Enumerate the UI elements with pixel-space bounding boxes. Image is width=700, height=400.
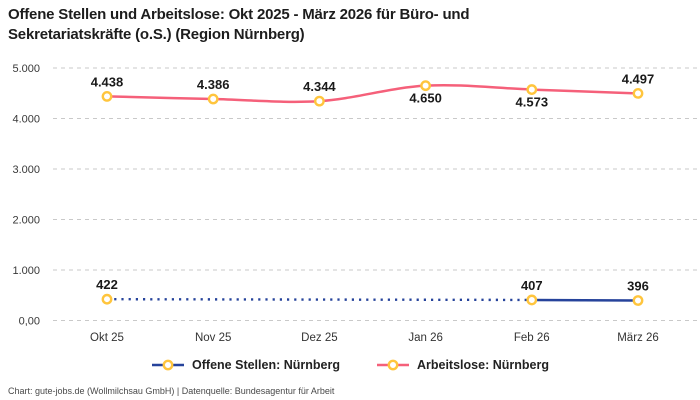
data-point-label: 4.438 [91,74,124,89]
data-point-marker [420,80,431,92]
data-point-label: 4.344 [303,79,336,94]
chart-title-line1: Offene Stellen und Arbeitslose: Okt 2025… [8,6,470,23]
legend-label-arbeitslose: Arbeitslose: Nürnberg [416,358,549,372]
data-point-marker [207,93,219,105]
legend-label-offene-stellen: Offene Stellen: Nürnberg [192,358,340,372]
legend-item-arbeitslose: Arbeitslose: Nürnberg [376,358,549,372]
x-tick-label: März 26 [617,332,659,344]
legend-line-marker-icon [376,359,409,371]
x-tick-label: Nov 25 [195,332,231,344]
data-point-marker [632,295,644,306]
y-tick-label: 4.000 [12,114,40,126]
data-point-label: 4.386 [197,77,230,92]
legend: Offene Stellen: Nürnberg Arbeitslose: Nü… [0,358,700,372]
data-point-label: 422 [96,277,118,292]
attribution-footer: Chart: gute-jobs.de (Wollmilchsau GmbH) … [8,386,335,396]
series-line-solid [531,298,639,302]
series-line-solid [106,83,639,104]
data-point-label: 4.573 [516,95,549,110]
x-tick-label: Okt 25 [90,332,124,344]
series-line-dotted [106,297,532,302]
x-tick-label: Jan 26 [408,332,443,344]
data-point-marker [526,84,538,95]
chart-title-line2: Sekretariatskräfte (o.S.) (Region Nürnbe… [8,25,305,43]
data-point-marker [101,90,113,102]
data-point-marker [632,88,644,99]
legend-line-marker-icon [152,359,185,371]
data-point-marker [101,293,113,305]
data-point-marker [313,95,325,107]
chart-title: Offene Stellen und Arbeitslose: Okt 2025… [8,5,688,44]
x-tick-label: Dez 25 [301,332,337,344]
data-point-label: 407 [521,278,543,293]
y-tick-label: 3.000 [12,164,40,176]
y-tick-label: 0,00 [19,316,40,328]
data-point-label: 396 [627,279,649,294]
legend-item-offene-stellen: Offene Stellen: Nürnberg [151,358,340,372]
y-tick-label: 2.000 [12,215,40,227]
x-tick-label: Feb 26 [514,332,550,344]
data-point-marker [526,294,538,306]
data-point-label: 4.497 [622,71,655,86]
data-point-label: 4.650 [409,91,442,106]
y-tick-label: 5.000 [12,63,40,75]
y-tick-label: 1.000 [12,265,40,277]
